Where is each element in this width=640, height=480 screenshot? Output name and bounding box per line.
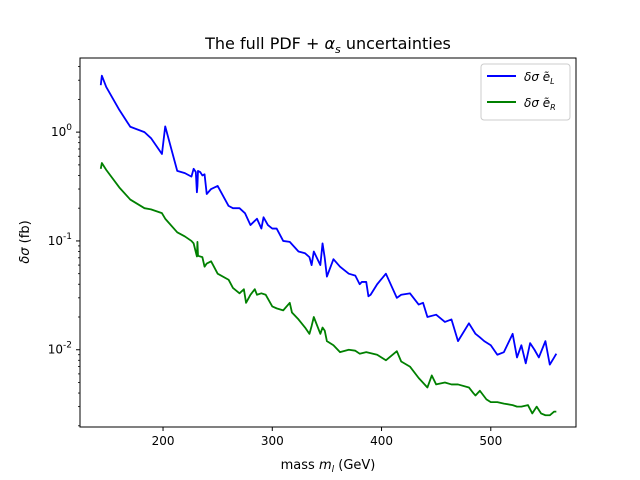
legend-label-eL: δσ ẽL xyxy=(524,70,555,86)
y-axis-ticks: 10-2 10-1 100 xyxy=(48,66,80,427)
y-tick-label: 10-2 xyxy=(48,341,72,357)
series-line-eL xyxy=(99,74,558,366)
series-line-eR xyxy=(99,162,557,417)
x-tick-label: 200 xyxy=(152,434,175,448)
legend: δσ ẽL δσ ẽR xyxy=(480,63,571,121)
legend-box xyxy=(480,63,571,121)
x-tick-label: 500 xyxy=(479,434,502,448)
y-tick-label: 100 xyxy=(51,123,72,139)
x-tick-label: 400 xyxy=(370,434,393,448)
plot-frame xyxy=(79,57,577,428)
y-axis-label: δσ (fb) xyxy=(18,220,33,263)
chart-title: The full PDF + αs uncertainties xyxy=(204,34,451,56)
legend-label-eR: δσ ẽR xyxy=(524,96,556,112)
x-axis-ticks: 200 300 400 500 xyxy=(152,427,502,448)
series-layer xyxy=(99,74,558,417)
x-axis-label: mass ml (GeV) xyxy=(281,458,376,475)
y-tick-label: 10-1 xyxy=(48,232,72,248)
x-tick-label: 300 xyxy=(261,434,284,448)
